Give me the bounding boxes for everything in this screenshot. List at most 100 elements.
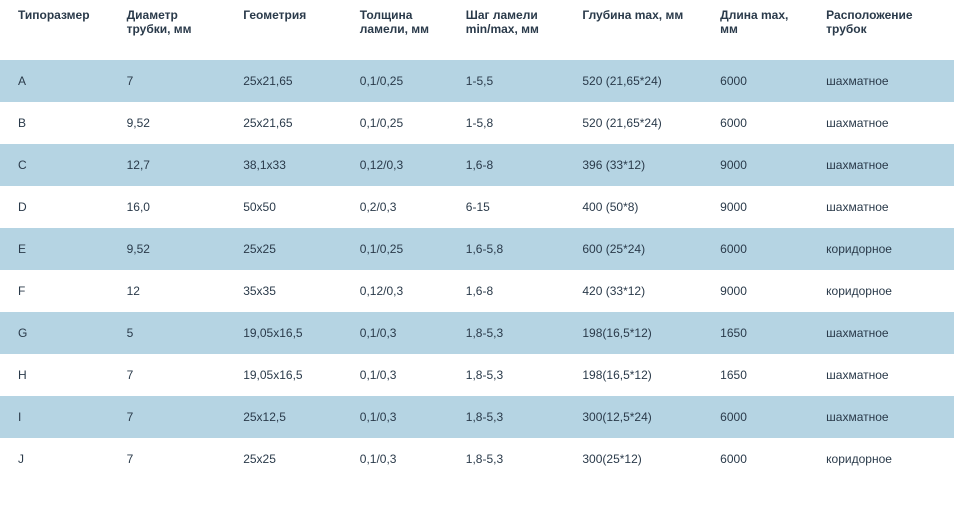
- cell: 6000: [710, 60, 816, 102]
- cell: E: [0, 228, 117, 270]
- cell: 1650: [710, 312, 816, 354]
- cell: 600 (25*24): [572, 228, 710, 270]
- table-row: B9,5225x21,650,1/0,251-5,8520 (21,65*24)…: [0, 102, 954, 144]
- cell: шахматное: [816, 186, 954, 228]
- col-fin-thick: Толщина ламели, мм: [350, 0, 456, 60]
- cell: 0,1/0,3: [350, 312, 456, 354]
- table-row: E9,5225x250,1/0,251,6-5,8600 (25*24)6000…: [0, 228, 954, 270]
- col-length-max: Длина max, мм: [710, 0, 816, 60]
- col-tube-arr: Расположение трубок: [816, 0, 954, 60]
- cell: 9000: [710, 270, 816, 312]
- cell: 0,12/0,3: [350, 270, 456, 312]
- col-depth-max: Глубина max, мм: [572, 0, 710, 60]
- cell: 300(12,5*24): [572, 396, 710, 438]
- cell: A: [0, 60, 117, 102]
- cell: 9,52: [117, 102, 234, 144]
- cell: 400 (50*8): [572, 186, 710, 228]
- cell: 1,6-5,8: [456, 228, 573, 270]
- cell: D: [0, 186, 117, 228]
- cell: 7: [117, 438, 234, 480]
- cell: 520 (21,65*24): [572, 60, 710, 102]
- table-body: A725x21,650,1/0,251-5,5520 (21,65*24)600…: [0, 60, 954, 480]
- table-row: D16,050x500,2/0,36-15400 (50*8)9000шахма…: [0, 186, 954, 228]
- cell: 19,05x16,5: [233, 354, 350, 396]
- cell: 520 (21,65*24): [572, 102, 710, 144]
- cell: коридорное: [816, 438, 954, 480]
- table-row: G519,05x16,50,1/0,31,8-5,3198(16,5*12)16…: [0, 312, 954, 354]
- cell: 6000: [710, 438, 816, 480]
- table-row: A725x21,650,1/0,251-5,5520 (21,65*24)600…: [0, 60, 954, 102]
- cell: 0,1/0,25: [350, 102, 456, 144]
- cell: 25x21,65: [233, 60, 350, 102]
- cell: 1-5,8: [456, 102, 573, 144]
- col-geometry: Геометрия: [233, 0, 350, 60]
- cell: 420 (33*12): [572, 270, 710, 312]
- cell: 1-5,5: [456, 60, 573, 102]
- cell: 0,1/0,25: [350, 228, 456, 270]
- cell: 38,1x33: [233, 144, 350, 186]
- cell: 35x35: [233, 270, 350, 312]
- table-row: J725x250,1/0,31,8-5,3300(25*12)6000корид…: [0, 438, 954, 480]
- cell: 12: [117, 270, 234, 312]
- cell: J: [0, 438, 117, 480]
- col-typesize: Типоразмер: [0, 0, 117, 60]
- cell: C: [0, 144, 117, 186]
- cell: 9000: [710, 186, 816, 228]
- cell: 1,8-5,3: [456, 354, 573, 396]
- cell: шахматное: [816, 354, 954, 396]
- cell: 9,52: [117, 228, 234, 270]
- cell: 7: [117, 396, 234, 438]
- cell: 1,8-5,3: [456, 396, 573, 438]
- cell: шахматное: [816, 144, 954, 186]
- cell: H: [0, 354, 117, 396]
- cell: G: [0, 312, 117, 354]
- cell: 25x25: [233, 228, 350, 270]
- spec-table: Типоразмер Диаметр трубки, мм Геометрия …: [0, 0, 954, 480]
- cell: 0,1/0,3: [350, 354, 456, 396]
- cell: шахматное: [816, 396, 954, 438]
- col-fin-pitch: Шаг ламели min/max, мм: [456, 0, 573, 60]
- cell: 25x12,5: [233, 396, 350, 438]
- cell: 7: [117, 60, 234, 102]
- cell: 198(16,5*12): [572, 354, 710, 396]
- table-row: I725x12,50,1/0,31,8-5,3300(12,5*24)6000ш…: [0, 396, 954, 438]
- cell: 1,6-8: [456, 270, 573, 312]
- cell: 300(25*12): [572, 438, 710, 480]
- cell: 9000: [710, 144, 816, 186]
- cell: 0,12/0,3: [350, 144, 456, 186]
- cell: 12,7: [117, 144, 234, 186]
- table-row: F1235x350,12/0,31,6-8420 (33*12)9000кори…: [0, 270, 954, 312]
- header-row: Типоразмер Диаметр трубки, мм Геометрия …: [0, 0, 954, 60]
- table-row: C12,738,1x330,12/0,31,6-8396 (33*12)9000…: [0, 144, 954, 186]
- cell: 16,0: [117, 186, 234, 228]
- cell: 1,8-5,3: [456, 438, 573, 480]
- cell: 6000: [710, 396, 816, 438]
- col-tube-diam: Диаметр трубки, мм: [117, 0, 234, 60]
- cell: 0,1/0,25: [350, 60, 456, 102]
- cell: 396 (33*12): [572, 144, 710, 186]
- cell: шахматное: [816, 312, 954, 354]
- cell: 6-15: [456, 186, 573, 228]
- cell: 7: [117, 354, 234, 396]
- cell: 5: [117, 312, 234, 354]
- cell: 1,6-8: [456, 144, 573, 186]
- cell: 6000: [710, 102, 816, 144]
- cell: 19,05x16,5: [233, 312, 350, 354]
- cell: 198(16,5*12): [572, 312, 710, 354]
- cell: коридорное: [816, 228, 954, 270]
- cell: шахматное: [816, 60, 954, 102]
- cell: 6000: [710, 228, 816, 270]
- cell: I: [0, 396, 117, 438]
- spec-table-container: VENTEL Типоразмер Диаметр трубки, мм Гео…: [0, 0, 954, 480]
- cell: коридорное: [816, 270, 954, 312]
- cell: 1650: [710, 354, 816, 396]
- cell: 0,1/0,3: [350, 438, 456, 480]
- cell: 1,8-5,3: [456, 312, 573, 354]
- cell: 25x25: [233, 438, 350, 480]
- cell: 50x50: [233, 186, 350, 228]
- cell: F: [0, 270, 117, 312]
- cell: 0,2/0,3: [350, 186, 456, 228]
- cell: шахматное: [816, 102, 954, 144]
- cell: B: [0, 102, 117, 144]
- cell: 0,1/0,3: [350, 396, 456, 438]
